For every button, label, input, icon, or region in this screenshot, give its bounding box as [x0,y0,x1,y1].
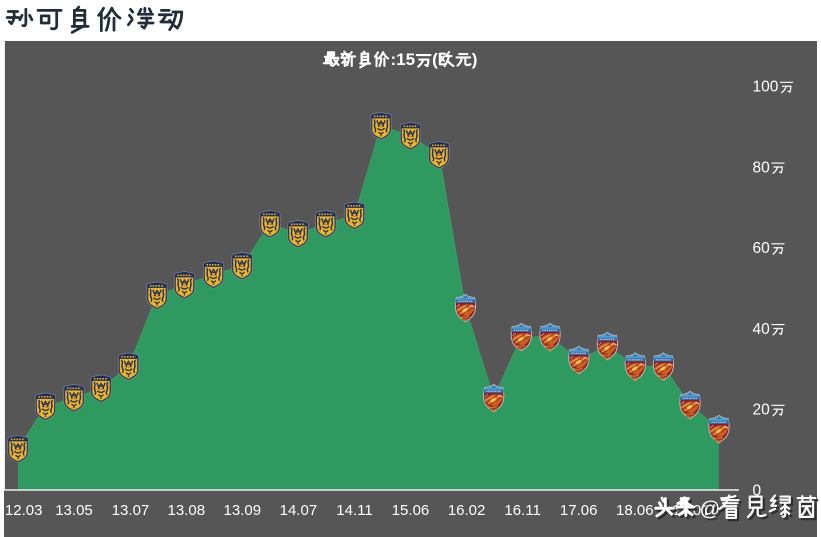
svg-text:15.06: 15.06 [392,502,430,519]
svg-text:12.03: 12.03 [5,502,43,519]
svg-text:): ) [472,50,478,69]
svg-text:80: 80 [753,159,771,176]
svg-text:100: 100 [753,79,779,96]
svg-text:@: @ [700,498,721,521]
svg-text:17.06: 17.06 [560,502,598,519]
svg-text:13.07: 13.07 [112,502,150,519]
svg-text:18.06: 18.06 [616,502,654,519]
svg-text:16.02: 16.02 [448,502,486,519]
svg-text:14.11: 14.11 [336,502,372,519]
svg-text:13.09: 13.09 [224,502,262,519]
svg-text:0: 0 [753,483,762,500]
svg-text:16.11: 16.11 [504,502,540,519]
svg-text:13.08: 13.08 [168,502,206,519]
svg-text:@: @ [702,500,723,523]
svg-text::15: :15 [391,50,416,69]
svg-text:60: 60 [753,240,771,257]
svg-text:14.07: 14.07 [280,502,318,519]
svg-text:40: 40 [753,321,771,338]
svg-text:13.05: 13.05 [55,502,93,519]
svg-text:(: ( [432,50,438,69]
svg-text:20: 20 [753,402,771,419]
